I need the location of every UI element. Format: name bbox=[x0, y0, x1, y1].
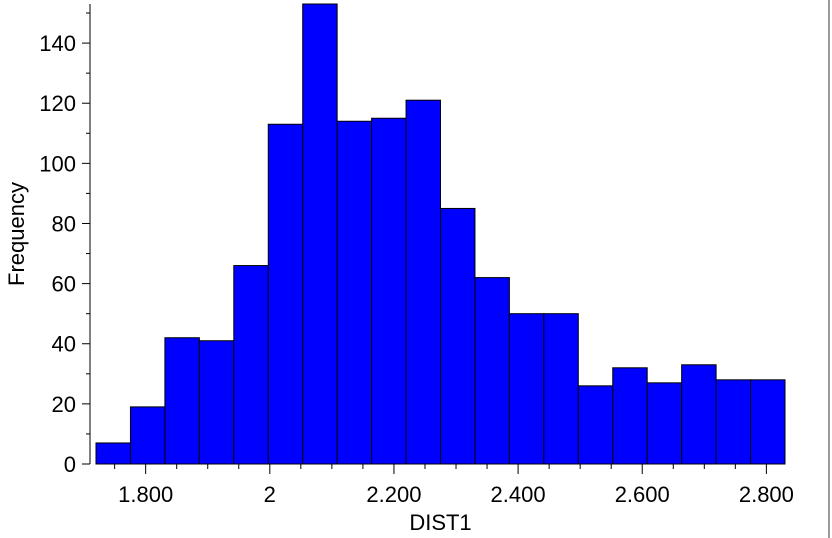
x-axis-title: DIST1 bbox=[409, 510, 471, 535]
histogram-bar bbox=[508, 313, 545, 465]
histogram-bar bbox=[336, 120, 373, 465]
histogram-bar bbox=[612, 367, 648, 465]
histogram-bar bbox=[405, 99, 441, 465]
y-tick-label: 60 bbox=[52, 272, 76, 297]
histogram-bar bbox=[302, 3, 338, 465]
y-tick-label: 0 bbox=[64, 452, 76, 477]
histogram-bar bbox=[440, 207, 476, 465]
histogram-bar bbox=[267, 123, 304, 465]
histogram-bar bbox=[474, 277, 510, 465]
x-tick-label: 2.600 bbox=[615, 482, 670, 507]
y-axis-ticks: 0 20 40 60 80 100 120 140 bbox=[39, 12, 90, 477]
histogram-bar bbox=[715, 379, 752, 465]
y-tick-label: 20 bbox=[52, 392, 76, 417]
histogram-bar bbox=[371, 117, 407, 465]
x-tick-label: 2.200 bbox=[366, 482, 421, 507]
x-tick-label: 1.800 bbox=[118, 482, 173, 507]
histogram-bar bbox=[543, 313, 579, 465]
y-axis-title: Frequency bbox=[4, 182, 29, 286]
histogram-bar bbox=[198, 340, 235, 465]
y-tick-label: 40 bbox=[52, 332, 76, 357]
x-tick-label: 2 bbox=[264, 482, 276, 507]
x-tick-label: 2.400 bbox=[491, 482, 546, 507]
histogram-bar bbox=[681, 364, 717, 465]
histogram-bar bbox=[233, 265, 269, 465]
histogram-bar bbox=[577, 385, 614, 465]
y-tick-label: 80 bbox=[52, 211, 76, 236]
histogram-bar bbox=[129, 406, 166, 465]
y-tick-label: 120 bbox=[39, 91, 76, 116]
histogram-bar bbox=[164, 337, 200, 465]
histogram-bar bbox=[646, 382, 683, 465]
histogram-bar bbox=[750, 379, 786, 465]
bars-group bbox=[95, 3, 786, 465]
y-tick-label: 100 bbox=[39, 151, 76, 176]
y-tick-label: 140 bbox=[39, 31, 76, 56]
x-axis-ticks: 1.800 2 2.200 2.400 2.600 2.800 bbox=[114, 464, 794, 507]
histogram-bar bbox=[95, 442, 131, 465]
x-tick-label: 2.800 bbox=[739, 482, 794, 507]
